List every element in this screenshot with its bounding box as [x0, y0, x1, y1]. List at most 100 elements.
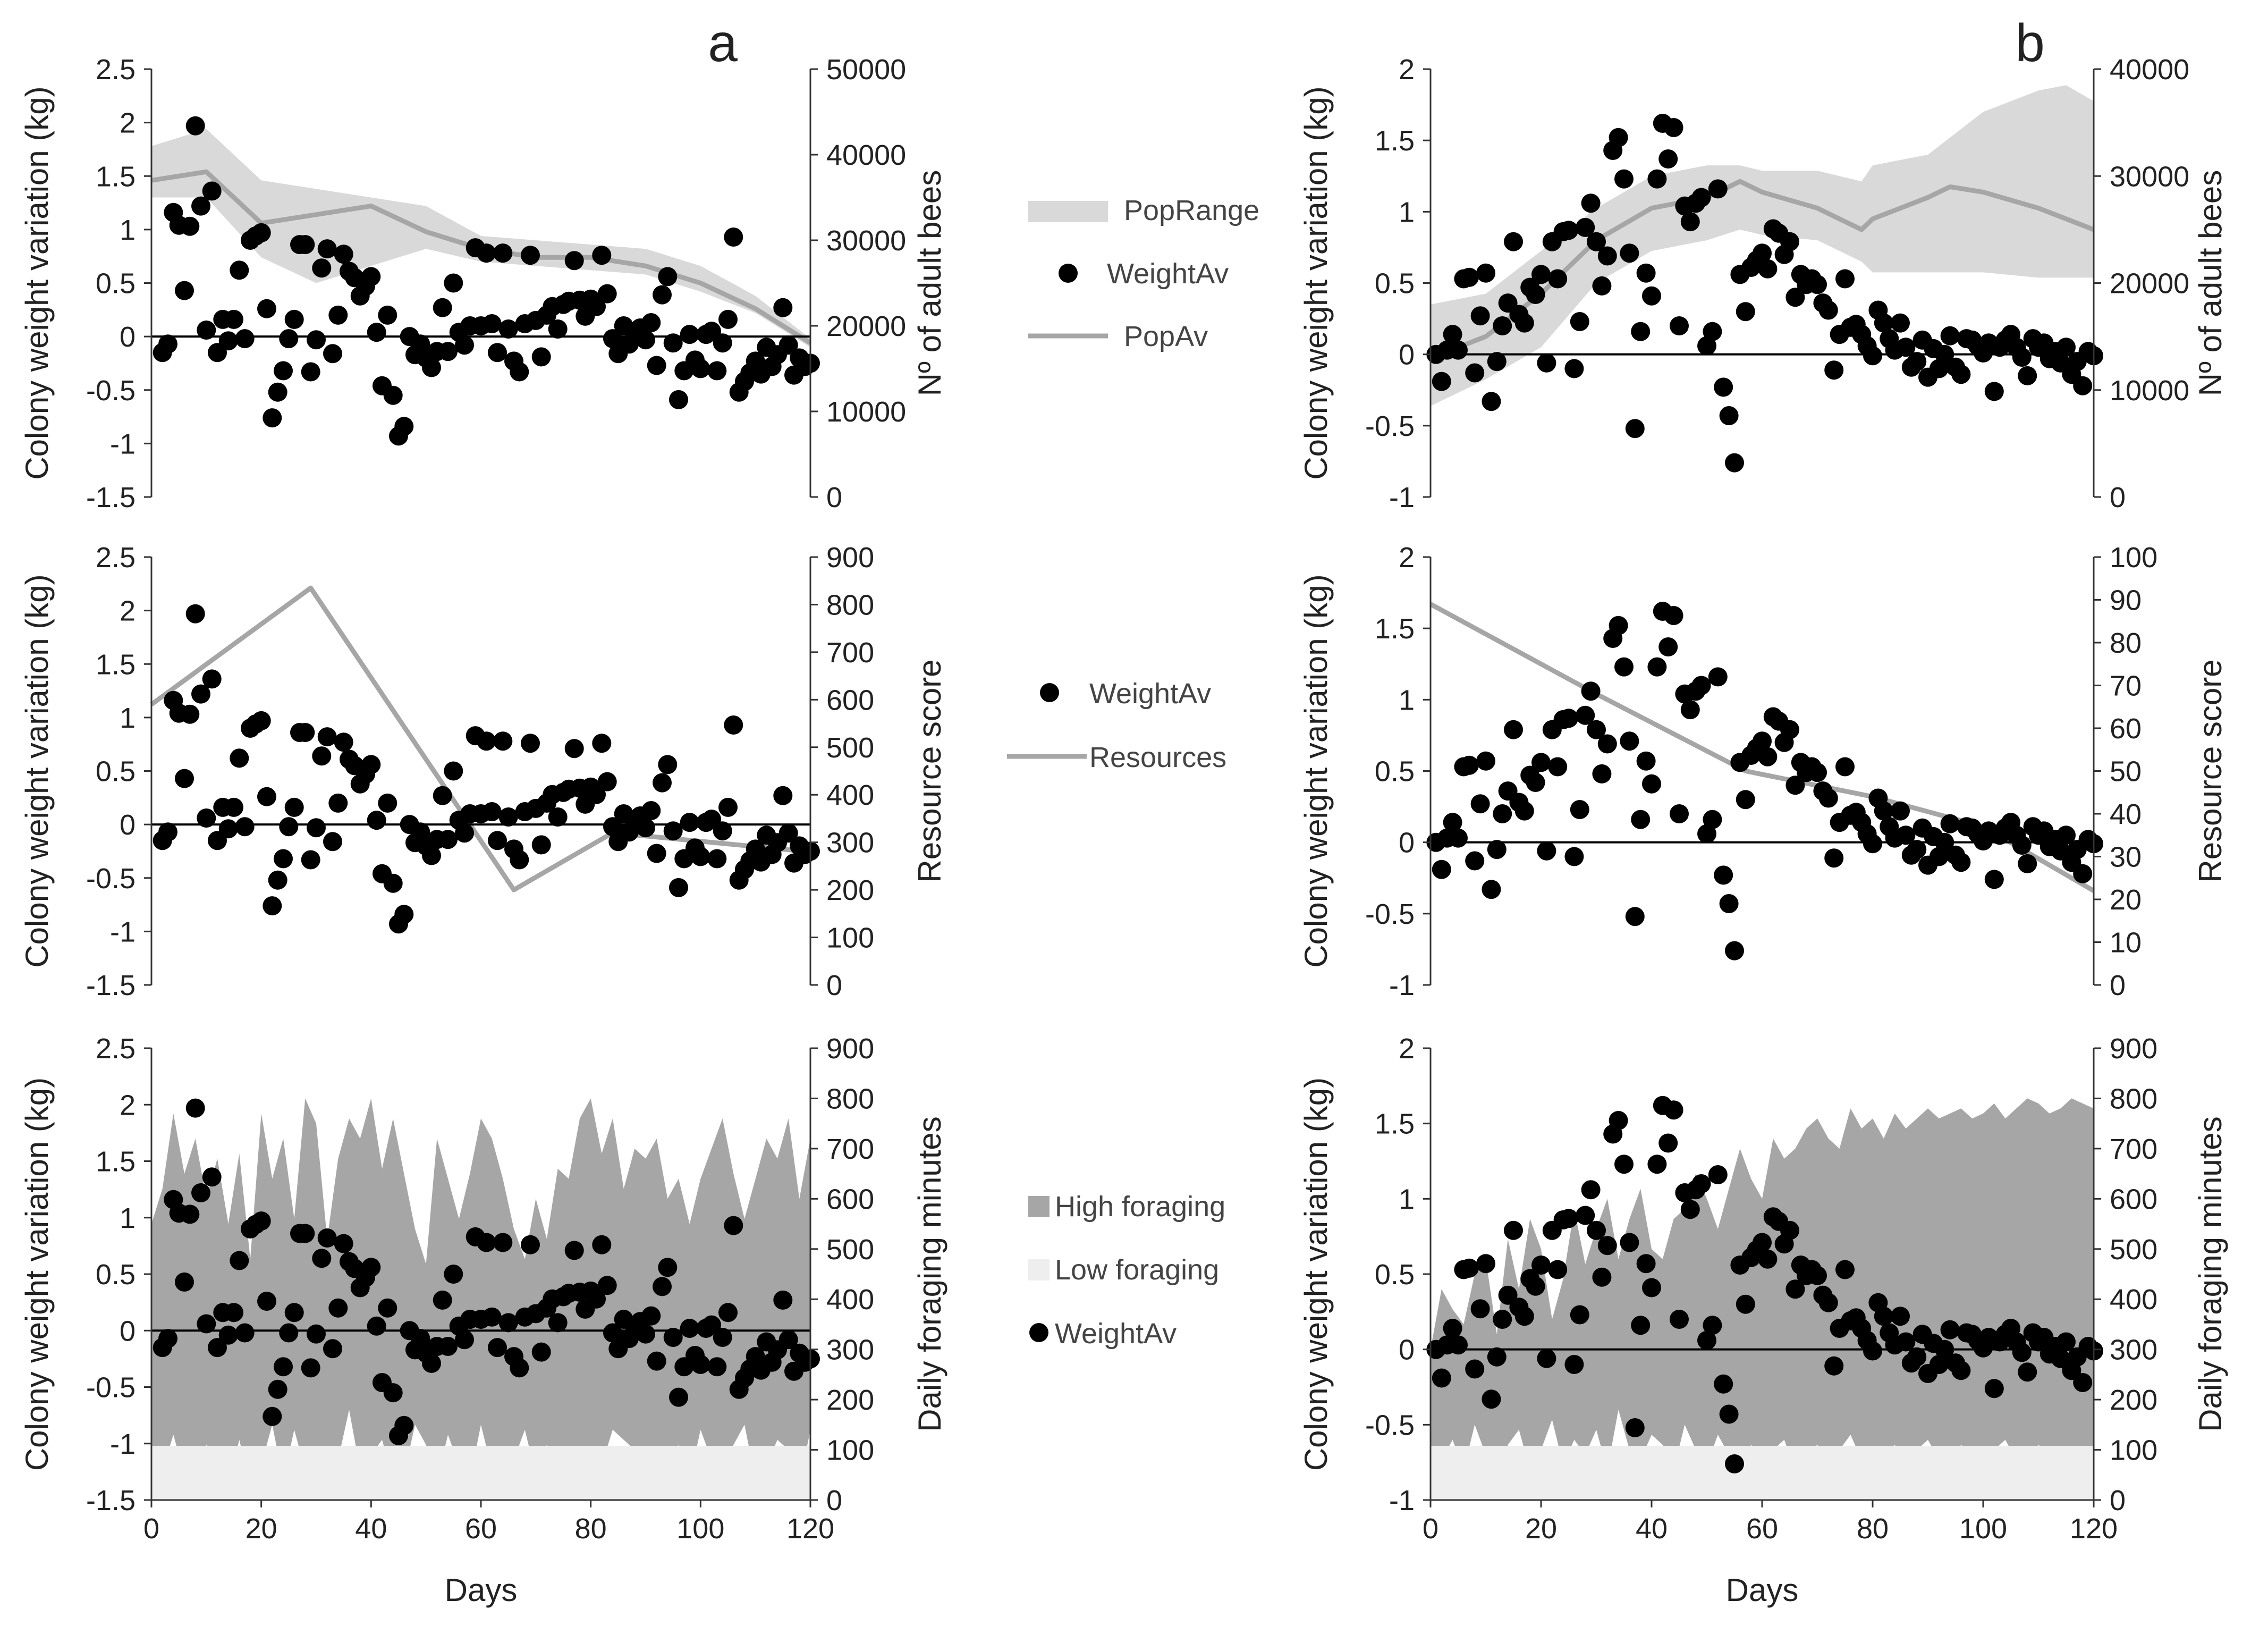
weightav-point [1581, 1180, 1601, 1200]
weightav-point [180, 216, 200, 236]
weightav-point [718, 797, 738, 817]
weightav-point [1935, 832, 1954, 852]
weightav-point [1449, 1335, 1468, 1355]
weightav-point [597, 772, 617, 791]
weightav-point [477, 1233, 496, 1252]
weightav-point [433, 786, 452, 805]
weightav-point [1664, 606, 1683, 625]
weightav-point [778, 823, 798, 843]
weightav-point [1609, 1111, 1628, 1130]
left-tick-label: 1 [120, 702, 136, 734]
weightav-point [1808, 275, 1827, 294]
weightav-point [383, 873, 403, 893]
weightav-point [477, 243, 496, 263]
weightav-point [284, 797, 304, 817]
weightav-point [312, 1249, 332, 1268]
weightav-point [1703, 1316, 1722, 1335]
weightav-point [1725, 1454, 1744, 1473]
panel-letter-a: a [708, 13, 738, 73]
weightav-point [1570, 1305, 1589, 1325]
weightav-point [224, 1303, 243, 1322]
weightav-point [1824, 1356, 1844, 1376]
weightav-point [653, 1277, 672, 1296]
weightav-point [1597, 1236, 1617, 1256]
weightav-point [702, 1315, 721, 1335]
weightav-point [724, 1216, 743, 1235]
weightav-point [263, 896, 282, 916]
weightav-point [1548, 757, 1568, 777]
weightav-point [1758, 747, 1778, 766]
weightav-point [1658, 637, 1678, 656]
low-foraging-area [151, 1446, 810, 1500]
weightav-point [597, 284, 617, 304]
weightav-point [1697, 1330, 1716, 1350]
right-tick-label: 700 [826, 637, 874, 669]
right-axis-title: Nº of adult bees [912, 170, 947, 397]
weightav-point [1891, 801, 1910, 821]
left-tick-label: 1 [120, 214, 136, 246]
weightav-point [274, 361, 293, 381]
legend-swatch-poprange [1028, 201, 1108, 222]
weightav-point [1725, 453, 1744, 473]
left-axis-title: Colony weight variation (kg) [19, 1077, 55, 1471]
weightav-point [1703, 322, 1722, 341]
weightav-point [1587, 232, 1606, 251]
weightav-point [2073, 1373, 2093, 1392]
weightav-point [1476, 751, 1495, 771]
weightav-point [1951, 1361, 1971, 1380]
weightav-point [235, 329, 255, 349]
right-tick-label: 700 [2110, 1133, 2157, 1165]
right-tick-label: 20000 [2110, 268, 2189, 300]
weightav-point [1614, 657, 1634, 677]
weightav-point [1620, 731, 1639, 751]
weightav-point [510, 1358, 529, 1378]
legend-foraging: High foraging Low foraging WeightAv [1028, 1191, 1225, 1350]
poprange-area [1431, 85, 2094, 406]
x-tick-label: 80 [1857, 1513, 1889, 1545]
left-tick-label: 2 [1399, 542, 1415, 574]
left-tick-label: 1 [1399, 1183, 1415, 1215]
weightav-point [263, 408, 282, 428]
legend-label-weightav: WeightAv [1107, 258, 1229, 290]
left-tick-label: 1.5 [96, 161, 136, 192]
x-tick-label: 20 [1525, 1513, 1557, 1545]
left-tick-label: 1 [1399, 684, 1415, 716]
weightav-point [1929, 1355, 1949, 1374]
weightav-point [317, 1228, 337, 1248]
x-axis-title: Days [1726, 1572, 1799, 1608]
chart-b-resources: -1-0.500.511.520102030405060708090100Col… [1298, 542, 2228, 1001]
weightav-point [438, 1337, 458, 1356]
weightav-point [367, 811, 386, 830]
left-tick-label: 2 [1399, 54, 1415, 86]
weightav-point [1896, 338, 1916, 357]
weightav-point [1824, 848, 1844, 868]
weightav-point [1476, 263, 1495, 283]
left-tick-label: -1 [110, 1428, 136, 1460]
right-tick-label: 900 [826, 1033, 874, 1065]
weightav-point [1631, 1316, 1651, 1335]
weightav-point [493, 1233, 513, 1252]
weightav-point [1631, 322, 1651, 341]
weightav-point [603, 817, 622, 837]
weightav-point [647, 1351, 666, 1371]
right-tick-label: 200 [826, 1384, 874, 1416]
weightav-point [323, 344, 342, 364]
weightav-point [1935, 344, 1954, 364]
legend-label-popav: PopAv [1124, 321, 1208, 352]
legend-population: PopRange WeightAv PopAv [1028, 195, 1259, 352]
weightav-point [773, 298, 793, 317]
weightav-point [564, 251, 584, 271]
weightav-point [2012, 836, 2032, 855]
left-tick-label: -1 [1389, 970, 1415, 1001]
weightav-point [1570, 800, 1589, 819]
legend-marker-weightav [1059, 264, 1078, 283]
left-tick-label: -0.5 [1365, 1409, 1415, 1441]
weightav-point [1708, 179, 1728, 199]
weightav-point [1753, 731, 1772, 751]
weightav-point [1526, 773, 1545, 792]
weightav-point [1719, 1404, 1739, 1424]
weightav-point [367, 323, 386, 342]
weightav-point [2018, 1362, 2037, 1382]
weightav-point [218, 819, 238, 839]
weightav-point [1482, 1389, 1501, 1409]
